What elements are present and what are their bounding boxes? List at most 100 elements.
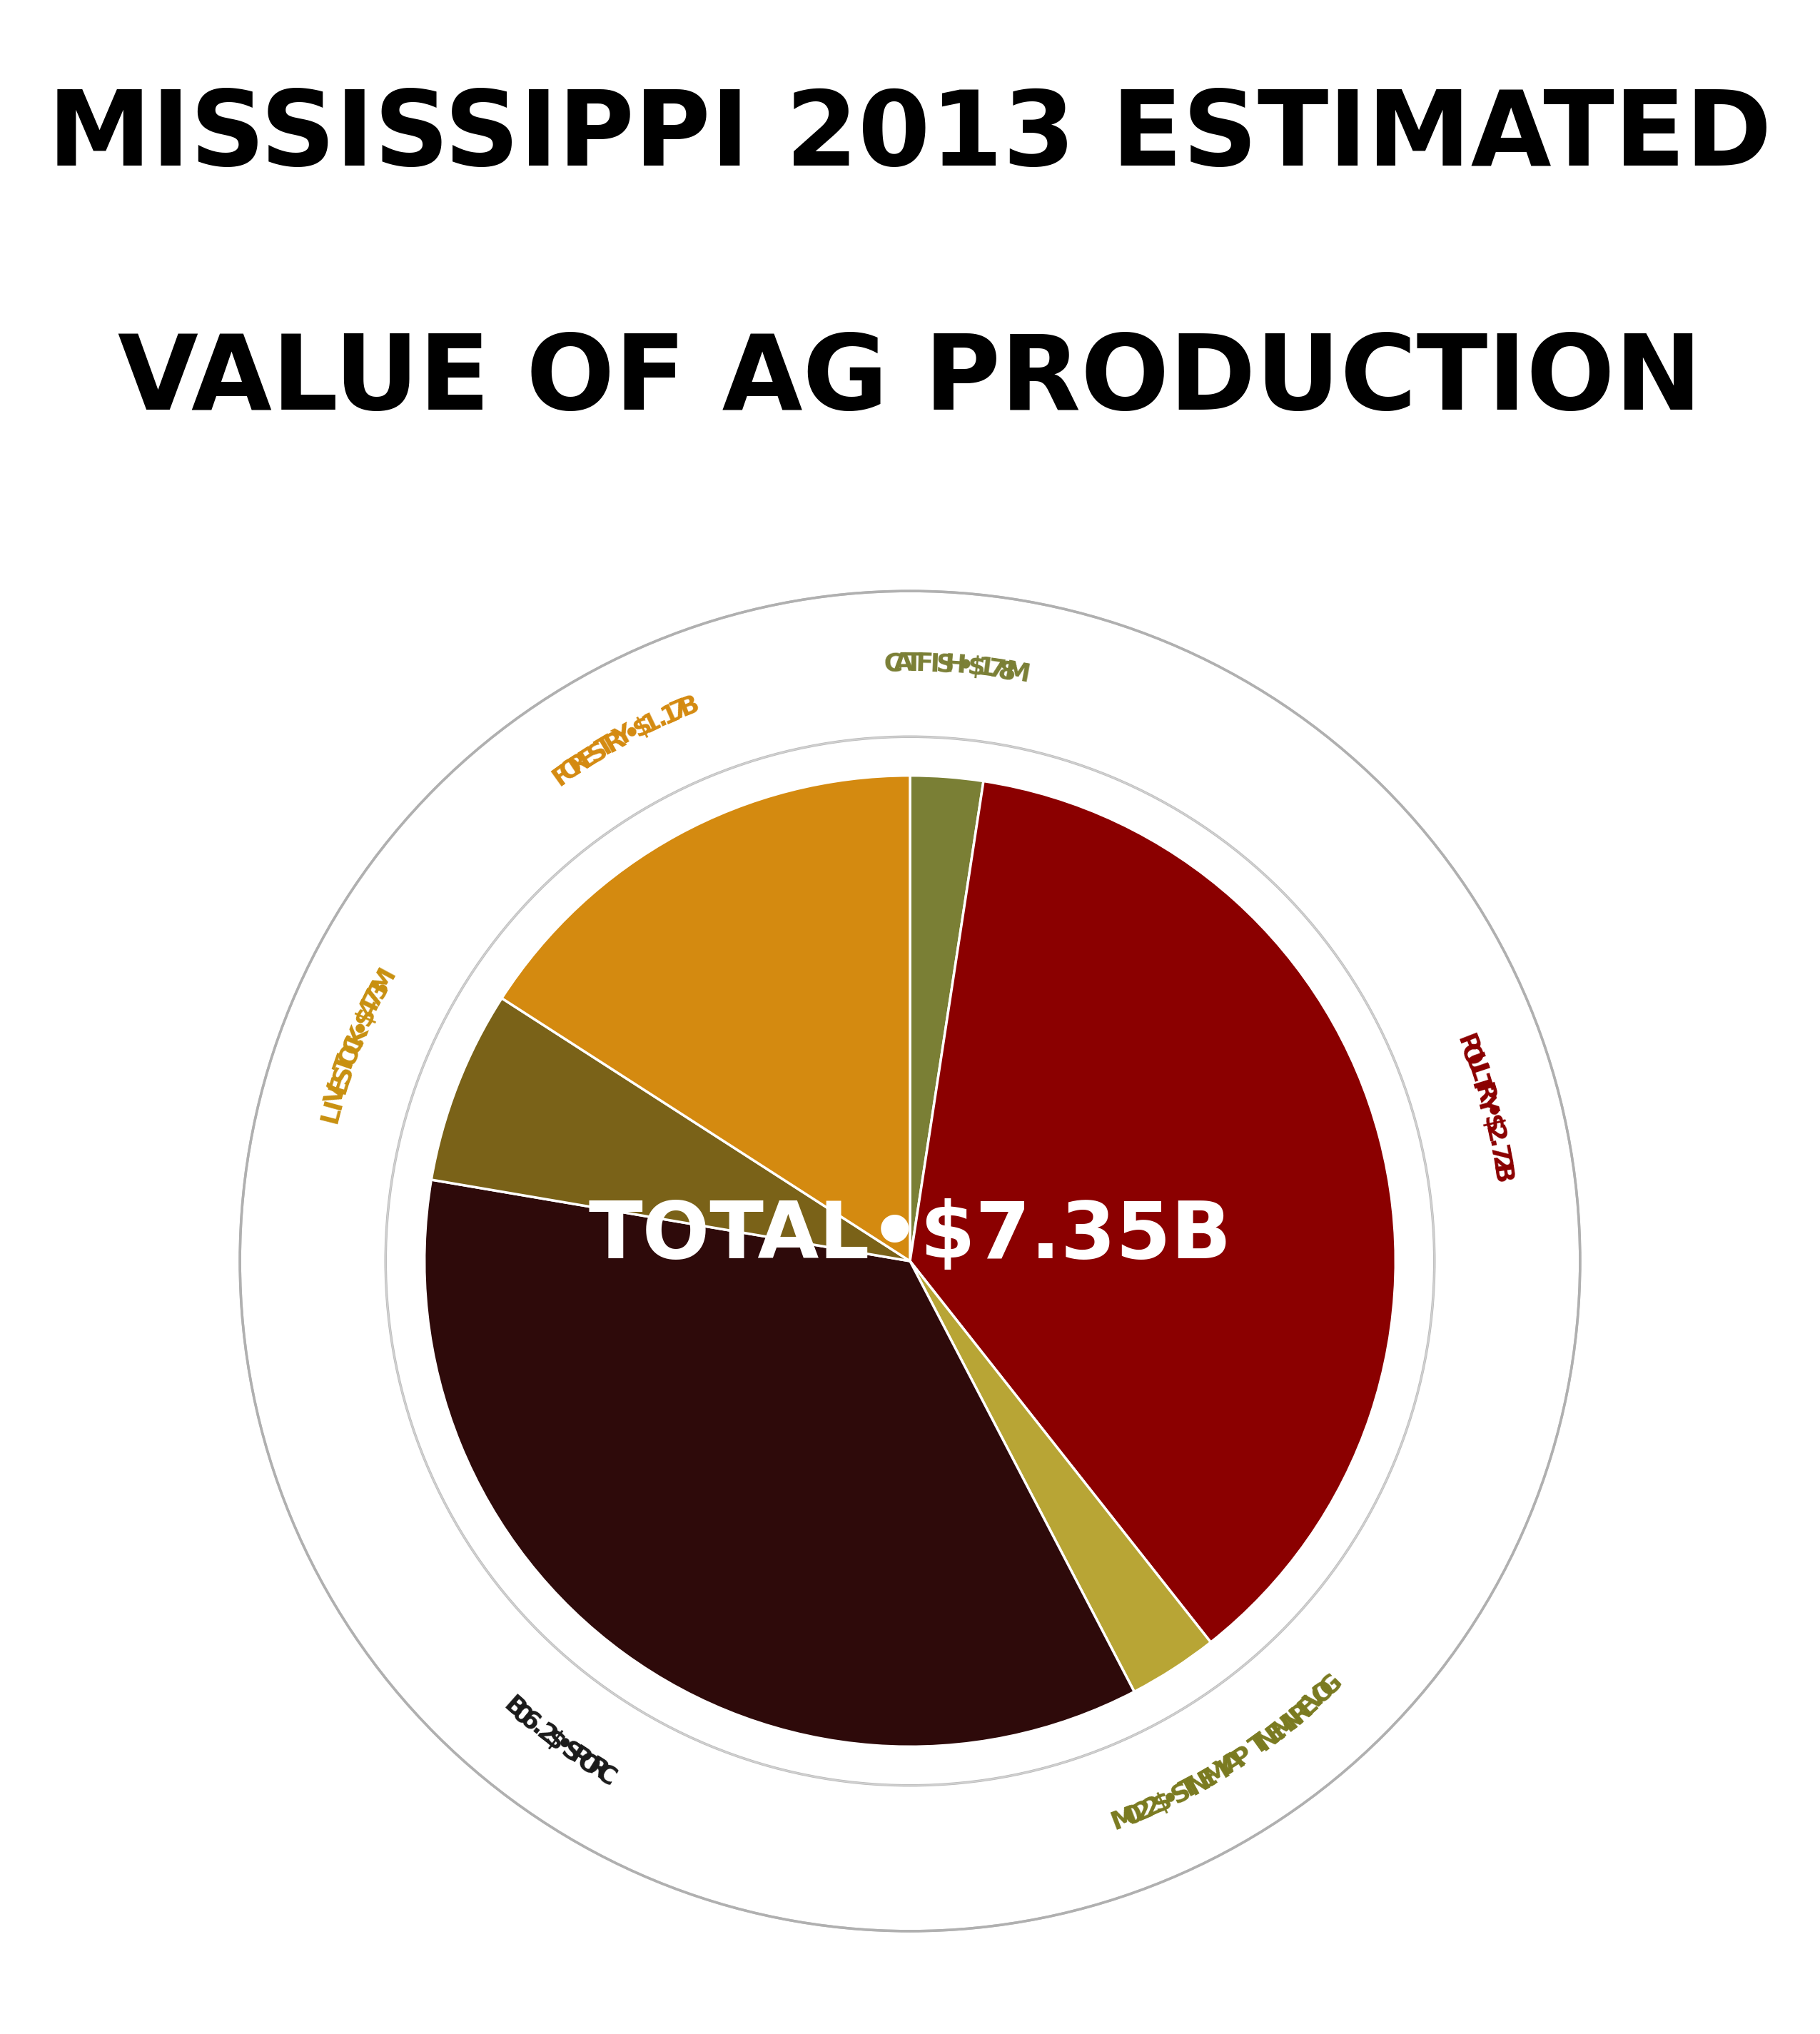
Text: E: E [1261, 1717, 1290, 1747]
Text: S: S [935, 653, 956, 677]
Text: 7: 7 [1483, 1143, 1511, 1165]
Text: TOTAL•$7.35B: TOTAL•$7.35B [588, 1198, 1232, 1275]
Text: T: T [592, 732, 621, 763]
Text: K: K [342, 1021, 371, 1050]
Text: T: T [331, 1052, 360, 1076]
Text: •: • [1159, 1784, 1185, 1812]
Text: S: S [1167, 1778, 1194, 1808]
Text: 6: 6 [515, 1707, 544, 1737]
Text: M: M [1267, 1709, 1303, 1743]
Text: •: • [346, 1013, 375, 1037]
Text: •: • [1474, 1102, 1503, 1125]
Text: B: B [499, 1692, 530, 1723]
Text: 1: 1 [657, 700, 684, 728]
Text: F: F [915, 651, 934, 677]
Text: I: I [930, 653, 939, 677]
Text: B: B [675, 692, 703, 720]
Text: S: S [557, 1737, 586, 1768]
Text: 7: 7 [668, 696, 693, 724]
Text: .: . [526, 1715, 550, 1741]
Text: S: S [328, 1062, 357, 1086]
Text: 0: 0 [1121, 1800, 1147, 1829]
Text: 7: 7 [986, 657, 1006, 683]
Text: 2: 2 [531, 1719, 561, 1749]
Text: A: A [894, 651, 914, 675]
Wedge shape [431, 999, 910, 1261]
Text: O: O [1456, 1039, 1485, 1070]
Text: $: $ [630, 712, 655, 742]
Text: MISSISSIPPI 2013 ESTIMATED: MISSISSIPPI 2013 ESTIMATED [47, 85, 1773, 187]
Text: M: M [1107, 1802, 1139, 1835]
Text: L: L [317, 1102, 346, 1125]
Text: F: F [548, 761, 577, 791]
Text: 0: 0 [508, 1700, 537, 1731]
Text: H: H [943, 653, 966, 679]
Text: G: G [1314, 1668, 1347, 1700]
Text: R: R [1285, 1696, 1316, 1729]
Text: .: . [652, 706, 670, 732]
Text: A: A [1219, 1747, 1249, 1778]
Text: •: • [956, 653, 976, 679]
Text: C: C [339, 1031, 368, 1058]
Text: •: • [550, 1733, 577, 1761]
Wedge shape [910, 1261, 1210, 1692]
Text: E: E [1194, 1763, 1221, 1794]
Text: $: $ [966, 655, 986, 681]
Text: M: M [1199, 1757, 1234, 1790]
Text: Y: Y [1212, 1753, 1239, 1784]
Text: V: V [322, 1080, 351, 1106]
Text: T: T [905, 651, 923, 675]
Text: M: M [366, 962, 400, 997]
Text: 8: 8 [996, 659, 1017, 685]
Text: N: N [1252, 1723, 1285, 1755]
Text: E: E [1294, 1690, 1323, 1721]
Text: I: I [320, 1096, 348, 1113]
Text: Y: Y [610, 722, 639, 753]
Text: P: P [564, 1743, 593, 1774]
Text: 1: 1 [639, 708, 664, 738]
Text: $: $ [541, 1725, 568, 1755]
Text: T: T [1176, 1774, 1203, 1804]
Text: O: O [335, 1039, 364, 1070]
Text: Y: Y [1472, 1092, 1500, 1117]
Text: R: R [564, 749, 595, 779]
Text: •: • [621, 718, 646, 746]
Text: 3: 3 [364, 974, 393, 1003]
Text: 1: 1 [976, 655, 997, 681]
Text: C: C [883, 651, 903, 677]
Text: T: T [1467, 1072, 1494, 1096]
Text: O: O [573, 1747, 604, 1780]
Wedge shape [910, 781, 1396, 1641]
Text: R: R [582, 1753, 612, 1786]
Text: M: M [1003, 659, 1032, 687]
Text: N: N [1276, 1702, 1309, 1735]
Wedge shape [240, 592, 1580, 1930]
Wedge shape [502, 775, 910, 1261]
Text: E: E [326, 1072, 353, 1096]
Text: T: T [1245, 1731, 1274, 1759]
Text: B: B [1487, 1163, 1514, 1186]
Text: 2: 2 [1130, 1796, 1156, 1827]
Text: 4: 4 [355, 995, 384, 1021]
Text: O: O [1307, 1676, 1340, 1709]
Text: V: V [1301, 1684, 1332, 1715]
Text: .: . [1483, 1137, 1509, 1151]
Text: P: P [1228, 1741, 1258, 1772]
Text: N: N [1183, 1768, 1214, 1800]
Text: R: R [1469, 1080, 1498, 1106]
Text: 2: 2 [1480, 1123, 1507, 1145]
Text: L: L [1463, 1062, 1491, 1086]
Text: 2: 2 [1139, 1792, 1165, 1822]
Text: C: C [592, 1759, 621, 1790]
Wedge shape [424, 1180, 1134, 1747]
Text: VALUE OF AG PRODUCTION: VALUE OF AG PRODUCTION [118, 330, 1702, 431]
Text: $: $ [1478, 1113, 1505, 1135]
Text: $: $ [1148, 1788, 1176, 1818]
Text: R: R [601, 726, 630, 757]
Text: $: $ [351, 1003, 380, 1029]
Text: P: P [1452, 1031, 1481, 1058]
Text: U: U [1460, 1050, 1489, 1078]
Text: S: S [582, 736, 612, 767]
Text: E: E [575, 742, 602, 773]
Text: 2: 2 [1485, 1153, 1512, 1176]
